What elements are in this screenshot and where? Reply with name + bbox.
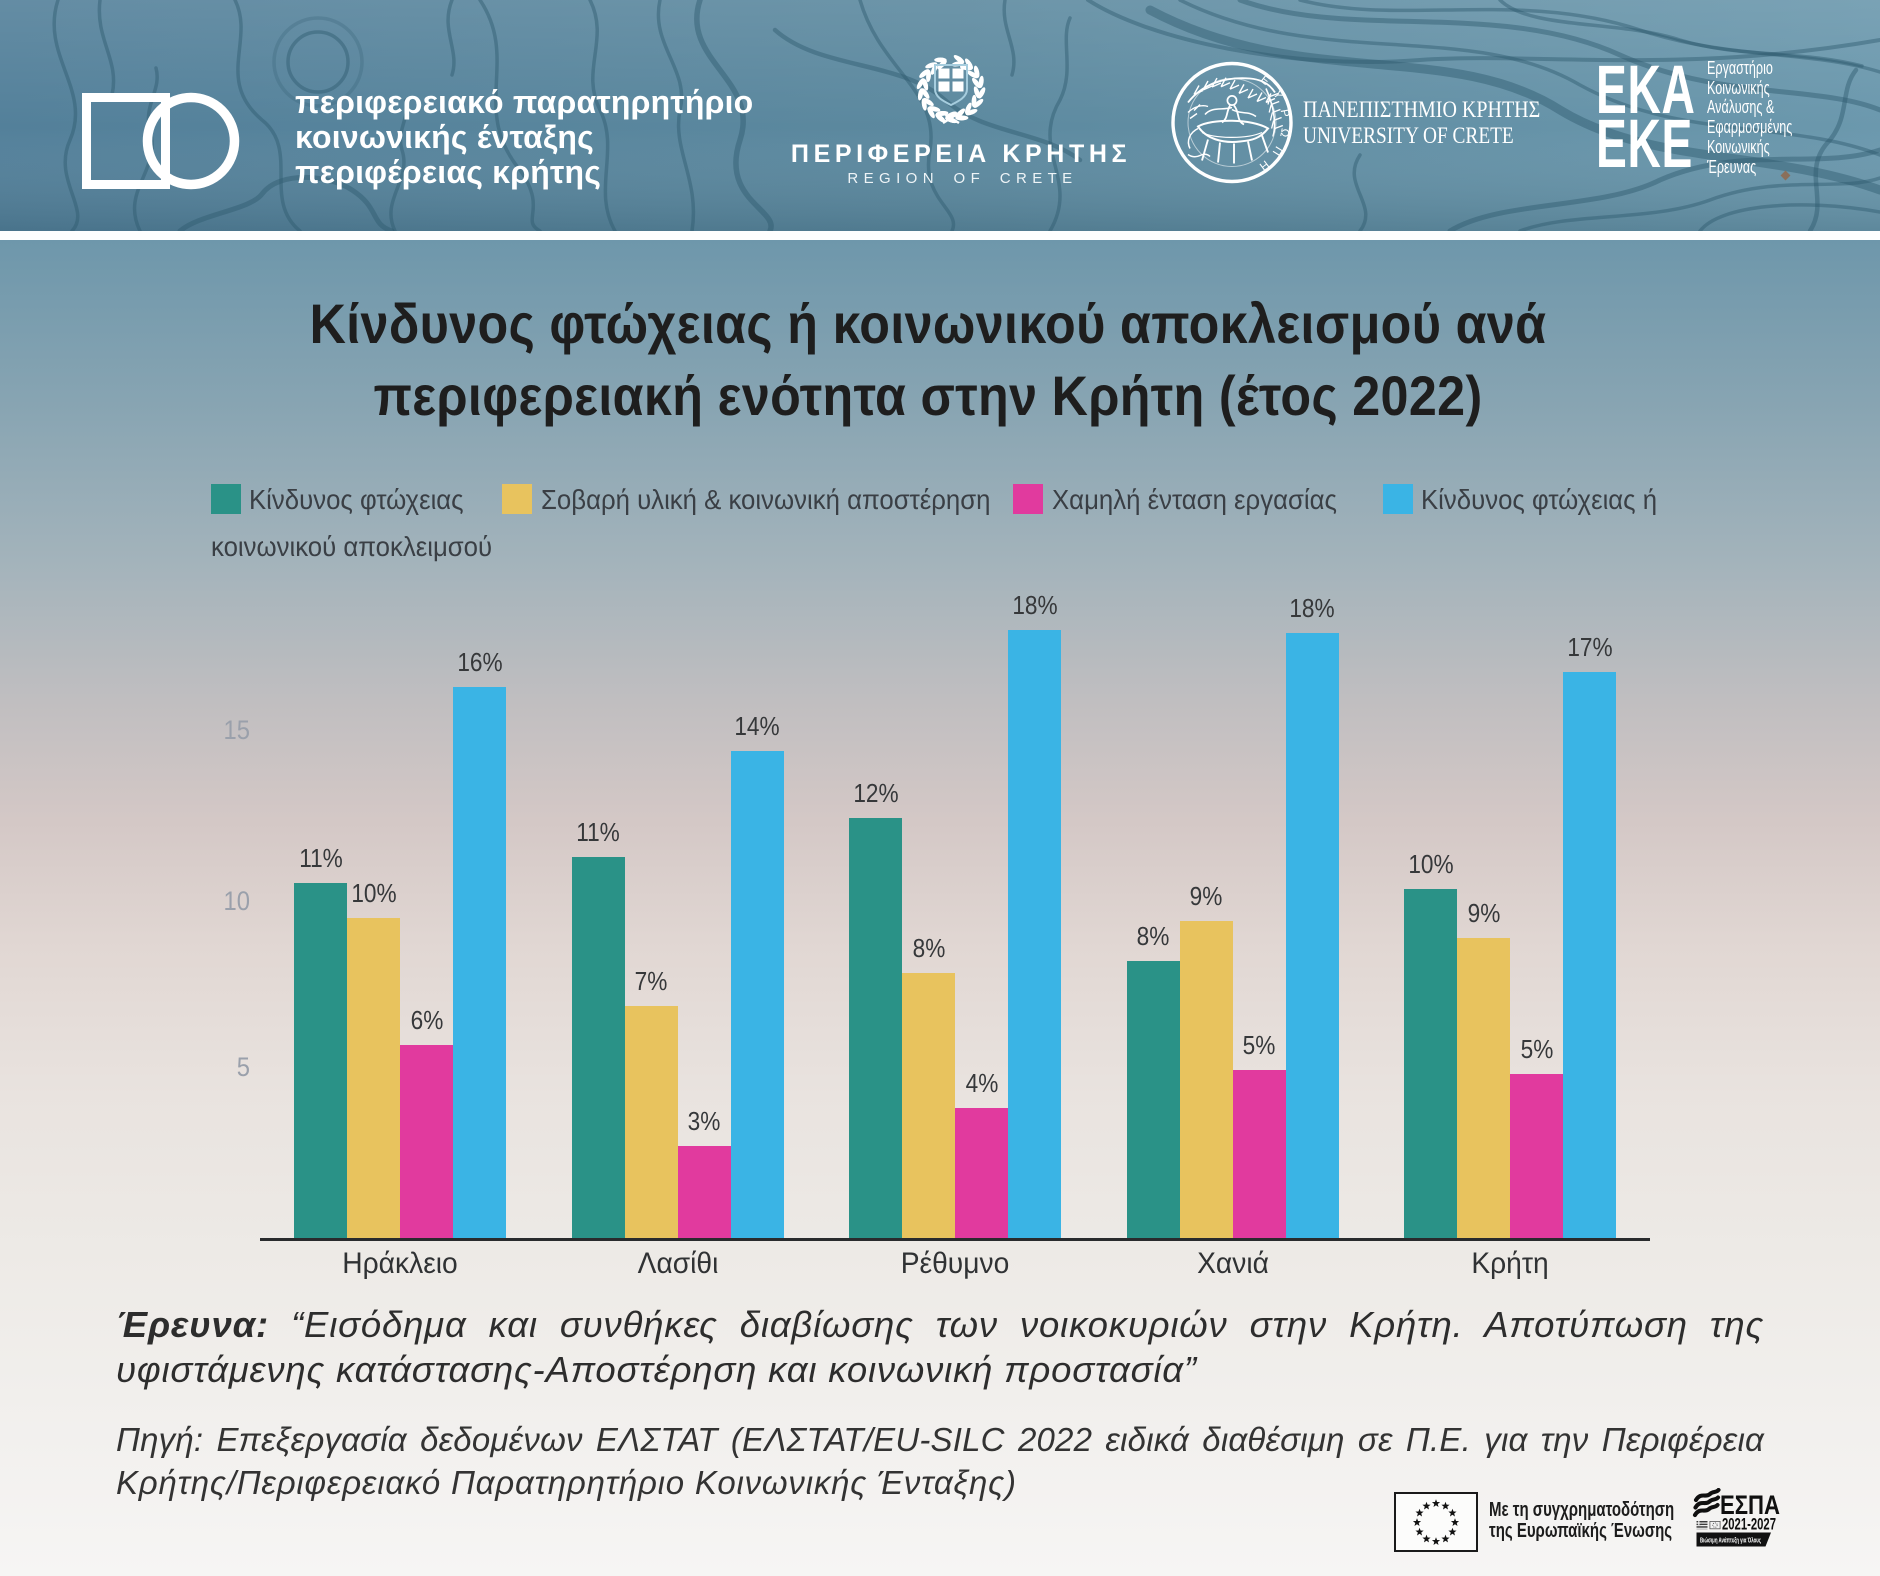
svg-text:Ω: Ω [1277,127,1290,138]
svg-text:2021-2027: 2021-2027 [1722,1516,1776,1534]
svg-text:ΕΣΠΑ: ΕΣΠΑ [1720,1490,1780,1520]
svg-text:Βιώσιμη Ανάπτυξη για Όλους: Βιώσιμη Ανάπτυξη για Όλους [1700,1536,1761,1545]
svg-text:Ρ: Ρ [1278,108,1291,118]
